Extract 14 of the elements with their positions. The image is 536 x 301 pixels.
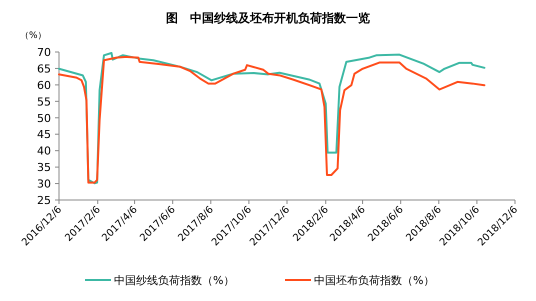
legend-label: 中国坯布负荷指数（%）	[314, 274, 434, 287]
y-tick-label: 35	[37, 161, 51, 174]
y-tick-label: 45	[37, 128, 51, 142]
y-axis-title: （%）	[20, 31, 47, 41]
y-tick-label: 30	[37, 178, 51, 191]
y-tick-label: 55	[37, 95, 51, 108]
y-tick-label: 40	[37, 144, 51, 158]
legend-label: 中国纱线负荷指数（%）	[114, 274, 234, 287]
chart-title: 图 中国纱线及坯布开机负荷指数一览	[166, 11, 370, 25]
y-tick-label: 65	[37, 62, 51, 76]
y-tick-label: 25	[37, 194, 51, 207]
y-tick-label: 50	[37, 112, 51, 125]
y-tick-label: 70	[37, 46, 51, 59]
y-tick-label: 60	[37, 78, 51, 92]
